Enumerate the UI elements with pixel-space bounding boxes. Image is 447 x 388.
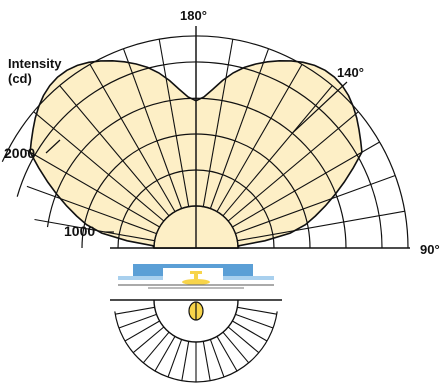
lower-ray — [209, 339, 225, 378]
grid-ray — [202, 39, 234, 207]
angle-label-140: 140° — [337, 65, 364, 80]
lower-ray — [235, 313, 274, 329]
lower-polar-grid — [110, 299, 282, 383]
grid-ray — [122, 48, 183, 209]
lower-ray — [132, 326, 165, 354]
grid-ray — [34, 218, 155, 242]
angle-label-180: 180° — [180, 8, 207, 23]
lower-ray — [181, 341, 190, 381]
lower-ray — [202, 341, 211, 381]
intensity-axis-unit: (cd) — [8, 71, 32, 86]
lower-ray — [154, 336, 176, 372]
intensity-tick-2000: 2000 — [4, 145, 35, 161]
fixture-lamp-stem — [194, 274, 198, 279]
grid-ray — [209, 48, 270, 209]
fixture-lamp — [190, 271, 202, 274]
leader-2000 — [45, 139, 61, 154]
grid-ray — [227, 111, 359, 222]
lower-ray — [118, 313, 157, 329]
lower-inner-arc — [153, 299, 239, 343]
upper-polar-grid — [1, 26, 410, 249]
lower-ray — [124, 320, 160, 342]
grid-ring — [1, 35, 409, 249]
lower-ray — [167, 339, 183, 378]
grid-ray — [89, 64, 176, 212]
grid-ray — [26, 185, 157, 235]
grid-ray — [232, 141, 380, 228]
grid-ray — [235, 174, 396, 235]
lower-ray — [216, 336, 238, 372]
grid-ray — [26, 149, 160, 228]
fixture-lamp-base — [182, 279, 210, 285]
grid-ray — [158, 39, 190, 207]
grid-ray — [222, 85, 333, 217]
lower-ray — [142, 331, 170, 364]
grid-ring — [46, 97, 347, 249]
intensity-axis-label: Intensity — [8, 56, 62, 71]
lower-ray — [115, 306, 155, 315]
grid-ray — [33, 111, 165, 222]
grid-ray — [216, 64, 303, 212]
grid-ring — [16, 61, 383, 249]
grid-ray — [237, 210, 405, 242]
lower-ray — [237, 306, 277, 315]
leader-140 — [291, 81, 348, 134]
angle-label-90: 90° — [420, 242, 440, 257]
light-fixture-icon — [118, 264, 274, 289]
lower-ray — [222, 331, 250, 364]
lower-ray — [232, 320, 268, 342]
intensity-tick-1000: 1000 — [64, 223, 95, 239]
grid-ray — [59, 85, 170, 217]
lower-ray — [227, 326, 260, 354]
